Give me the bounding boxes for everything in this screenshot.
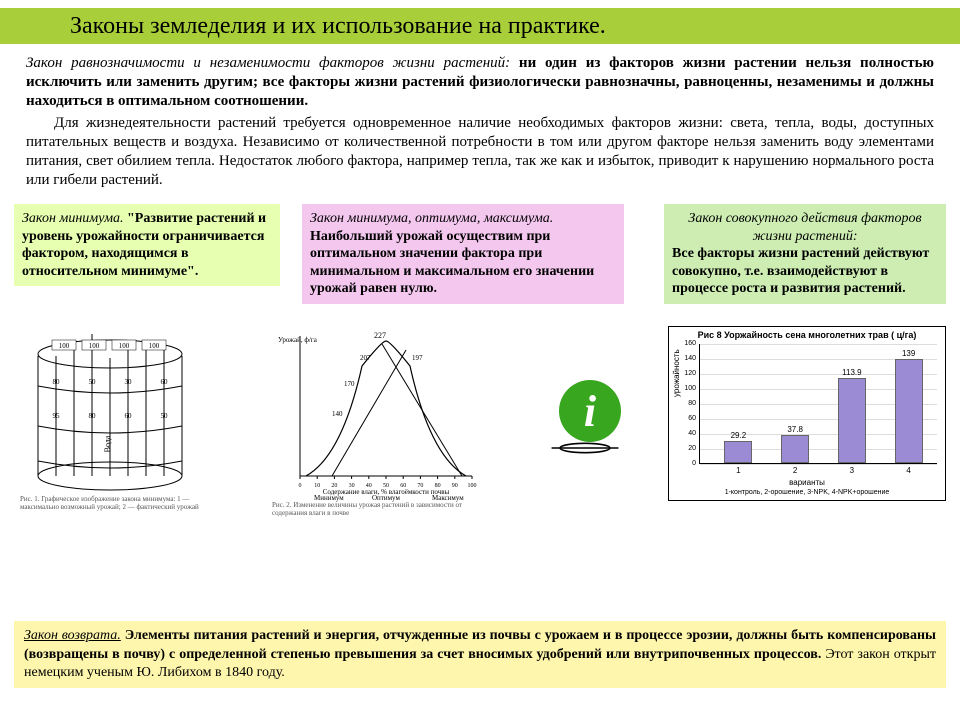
- svg-text:100: 100: [59, 342, 70, 350]
- chart-bar: 113.9: [838, 378, 866, 463]
- svg-text:0: 0: [299, 483, 302, 489]
- yield-chart: Рис 8 Уоржайность сена многолетних трав …: [668, 326, 946, 501]
- law-return-head: Закон возврата.: [24, 628, 121, 643]
- svg-text:90: 90: [452, 483, 458, 489]
- law-cumulative-body: Все факторы жизни растений действуют сов…: [672, 245, 938, 298]
- svg-text:50: 50: [89, 378, 97, 386]
- law-optimum-box: Закон минимума, оптимума, максимума. Наи…: [302, 204, 624, 304]
- svg-text:10: 10: [314, 483, 320, 489]
- chart-bar: 29.2: [724, 441, 752, 463]
- svg-text:100: 100: [149, 342, 160, 350]
- law-cumulative-box: Закон совокупного действия факторов жизн…: [664, 204, 946, 304]
- svg-text:197: 197: [412, 354, 423, 362]
- law-cumulative-head: Закон совокупного действия факторов жизн…: [672, 210, 938, 245]
- svg-text:100: 100: [468, 483, 477, 489]
- svg-text:60: 60: [125, 412, 133, 420]
- law-minimum-box: Закон минимума. "Развитие растений и уро…: [14, 204, 280, 286]
- law-return-box: Закон возврата. Элементы питания растени…: [14, 621, 946, 688]
- svg-text:207: 207: [360, 354, 371, 362]
- svg-text:100: 100: [89, 342, 100, 350]
- svg-text:227: 227: [374, 331, 386, 340]
- svg-text:Вода: Вода: [103, 435, 112, 452]
- svg-text:60: 60: [161, 378, 169, 386]
- chart-legend: 1-контроль, 2-орошение, 3-NPK, 4-NPK+оро…: [669, 487, 945, 500]
- chart-bar: 37.8: [781, 435, 809, 463]
- chart-bar: 139: [895, 359, 923, 463]
- intro-p2: Для жизнедеятельности растений требуется…: [26, 114, 934, 189]
- intro-lead: Закон равнозначимости и незаменимости фа…: [26, 55, 519, 71]
- barrel-diagram: 100 100 100 100 80 50 30 60 95 80 60 50 Вода Рис. 1.…: [20, 326, 220, 511]
- curve-ylabel: Урожай, ф/га: [278, 336, 318, 344]
- curve-caption: Рис. 2. Изменение величины урожая растен…: [272, 502, 492, 517]
- law-optimum-head: Закон минимума, оптимума, максимума.: [310, 210, 616, 228]
- curve-diagram: Урожай, ф/га 227 207 197 170 140 0102030…: [272, 326, 492, 517]
- svg-text:95: 95: [53, 412, 61, 420]
- page-title: Законы земледелия и их использование на …: [0, 8, 960, 44]
- svg-text:80: 80: [53, 378, 61, 386]
- svg-text:170: 170: [344, 380, 355, 388]
- svg-text:100: 100: [119, 342, 130, 350]
- law-optimum-body: Наибольший урожай осуществим при оптимал…: [310, 228, 616, 298]
- svg-text:80: 80: [89, 412, 97, 420]
- chart-title: Рис 8 Уоржайность сена многолетних трав …: [669, 327, 945, 340]
- svg-text:50: 50: [161, 412, 169, 420]
- info-icon: i: [540, 380, 640, 460]
- intro-text: Закон равнозначимости и незаменимости фа…: [26, 54, 934, 189]
- law-return-body: Элементы питания растений и энергия, отч…: [24, 628, 936, 661]
- barrel-caption: Рис. 1. Графическое изображение закона м…: [20, 496, 220, 511]
- svg-text:30: 30: [125, 378, 133, 386]
- law-minimum-head: Закон минимума.: [22, 211, 127, 226]
- svg-text:140: 140: [332, 410, 343, 418]
- info-glyph: i: [584, 386, 596, 437]
- chart-xlabel: варианты: [669, 478, 945, 487]
